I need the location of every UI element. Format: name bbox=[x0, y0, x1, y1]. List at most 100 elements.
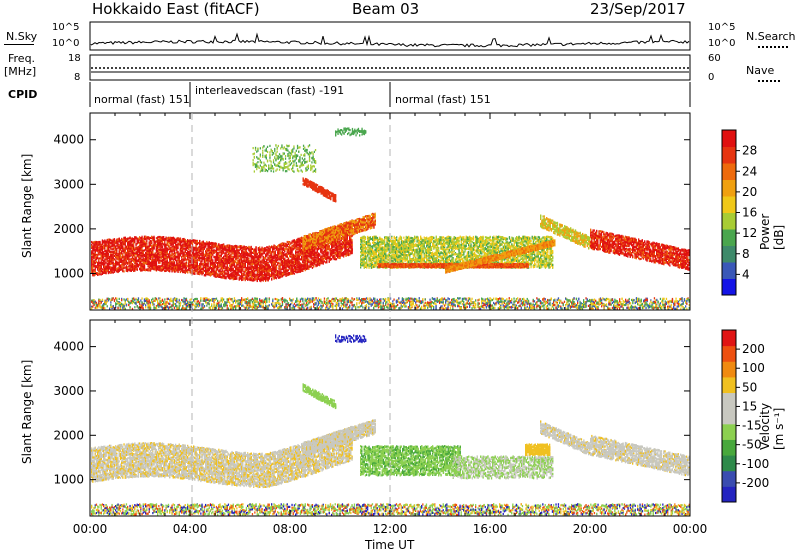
data-cell bbox=[105, 253, 106, 255]
data-cell bbox=[103, 260, 104, 262]
data-cell bbox=[110, 248, 111, 250]
data-cell bbox=[109, 262, 110, 264]
data-cell bbox=[96, 247, 97, 249]
data-cell bbox=[123, 259, 124, 261]
data-cell bbox=[107, 264, 108, 266]
data-cell bbox=[113, 239, 114, 241]
data-cell bbox=[105, 258, 106, 260]
data-cell bbox=[123, 239, 124, 241]
data-cell bbox=[117, 239, 118, 241]
data-cell bbox=[122, 244, 123, 246]
data-cell bbox=[113, 272, 114, 274]
data-cell bbox=[113, 241, 114, 243]
data-cell bbox=[128, 260, 129, 262]
data-cell bbox=[103, 253, 104, 255]
data-cell bbox=[116, 268, 117, 270]
data-cell bbox=[115, 248, 116, 250]
data-cell bbox=[101, 244, 102, 246]
data-cell bbox=[92, 252, 93, 254]
data-cell bbox=[105, 262, 106, 264]
data-cell bbox=[102, 262, 103, 264]
data-cell bbox=[97, 257, 98, 259]
data-cell bbox=[113, 259, 114, 261]
data-cell bbox=[126, 248, 127, 250]
data-cell bbox=[97, 267, 98, 269]
data-cell bbox=[111, 248, 112, 250]
data-cell bbox=[125, 267, 126, 269]
data-cell bbox=[104, 239, 105, 241]
data-cell bbox=[99, 250, 100, 252]
data-cell bbox=[104, 261, 105, 263]
data-cell bbox=[99, 243, 100, 245]
data-cell bbox=[93, 241, 94, 243]
data-cell bbox=[121, 258, 122, 260]
data-cell bbox=[121, 244, 122, 246]
data-cell bbox=[95, 246, 96, 248]
data-cell bbox=[123, 256, 124, 258]
data-cell bbox=[102, 259, 103, 261]
data-cell bbox=[98, 247, 99, 249]
data-cell bbox=[91, 261, 92, 263]
data-cell bbox=[119, 238, 120, 240]
data-cell bbox=[119, 248, 120, 250]
data-cell bbox=[125, 256, 126, 258]
data-cell bbox=[127, 240, 128, 242]
data-cell bbox=[92, 270, 93, 272]
data-cell bbox=[119, 246, 120, 248]
data-cell bbox=[125, 242, 126, 244]
data-cell bbox=[120, 261, 121, 263]
data-cell bbox=[107, 240, 108, 242]
data-cell bbox=[99, 266, 100, 268]
data-cell bbox=[109, 271, 110, 273]
data-cell bbox=[95, 254, 96, 256]
data-cell bbox=[115, 245, 116, 247]
data-cell bbox=[114, 244, 115, 246]
data-cell bbox=[103, 255, 104, 257]
data-cell bbox=[93, 243, 94, 245]
data-cell bbox=[101, 258, 102, 260]
data-cell bbox=[119, 264, 120, 266]
data-cell bbox=[115, 259, 116, 261]
data-cell bbox=[127, 251, 128, 253]
data-cell bbox=[108, 256, 109, 258]
data-cell bbox=[110, 263, 111, 265]
data-cell bbox=[108, 249, 109, 251]
data-cell bbox=[126, 246, 127, 248]
data-cell bbox=[92, 265, 93, 267]
data-cell bbox=[104, 266, 105, 268]
data-cell bbox=[121, 238, 122, 240]
data-cell bbox=[97, 246, 98, 248]
data-cell bbox=[111, 271, 112, 273]
data-cell bbox=[115, 265, 116, 267]
data-cell bbox=[119, 253, 120, 255]
data-cell bbox=[120, 267, 121, 269]
data-cell bbox=[101, 252, 102, 254]
data-cell bbox=[99, 271, 100, 273]
data-cell bbox=[125, 262, 126, 264]
data-cell bbox=[114, 266, 115, 268]
data-cell bbox=[101, 270, 102, 272]
data-cell bbox=[120, 246, 121, 248]
data-cell bbox=[125, 237, 126, 239]
data-cell bbox=[123, 248, 124, 250]
data-cell bbox=[115, 269, 116, 271]
data-cell bbox=[117, 262, 118, 264]
data-cell bbox=[122, 270, 123, 272]
data-cell bbox=[99, 257, 100, 259]
data-cell bbox=[110, 269, 111, 271]
data-cell bbox=[110, 242, 111, 244]
data-cell bbox=[122, 261, 123, 263]
data-cell bbox=[109, 251, 110, 253]
data-cell bbox=[107, 260, 108, 262]
data-cell bbox=[115, 255, 116, 257]
data-cell bbox=[91, 245, 92, 247]
data-cell bbox=[104, 250, 105, 252]
data-cell bbox=[127, 267, 128, 269]
data-cell bbox=[111, 242, 112, 244]
data-cell bbox=[120, 269, 121, 271]
data-cell bbox=[109, 258, 110, 260]
data-cell bbox=[111, 261, 112, 263]
data-cell bbox=[113, 267, 114, 269]
data-cell bbox=[113, 251, 114, 253]
data-cell bbox=[96, 255, 97, 257]
